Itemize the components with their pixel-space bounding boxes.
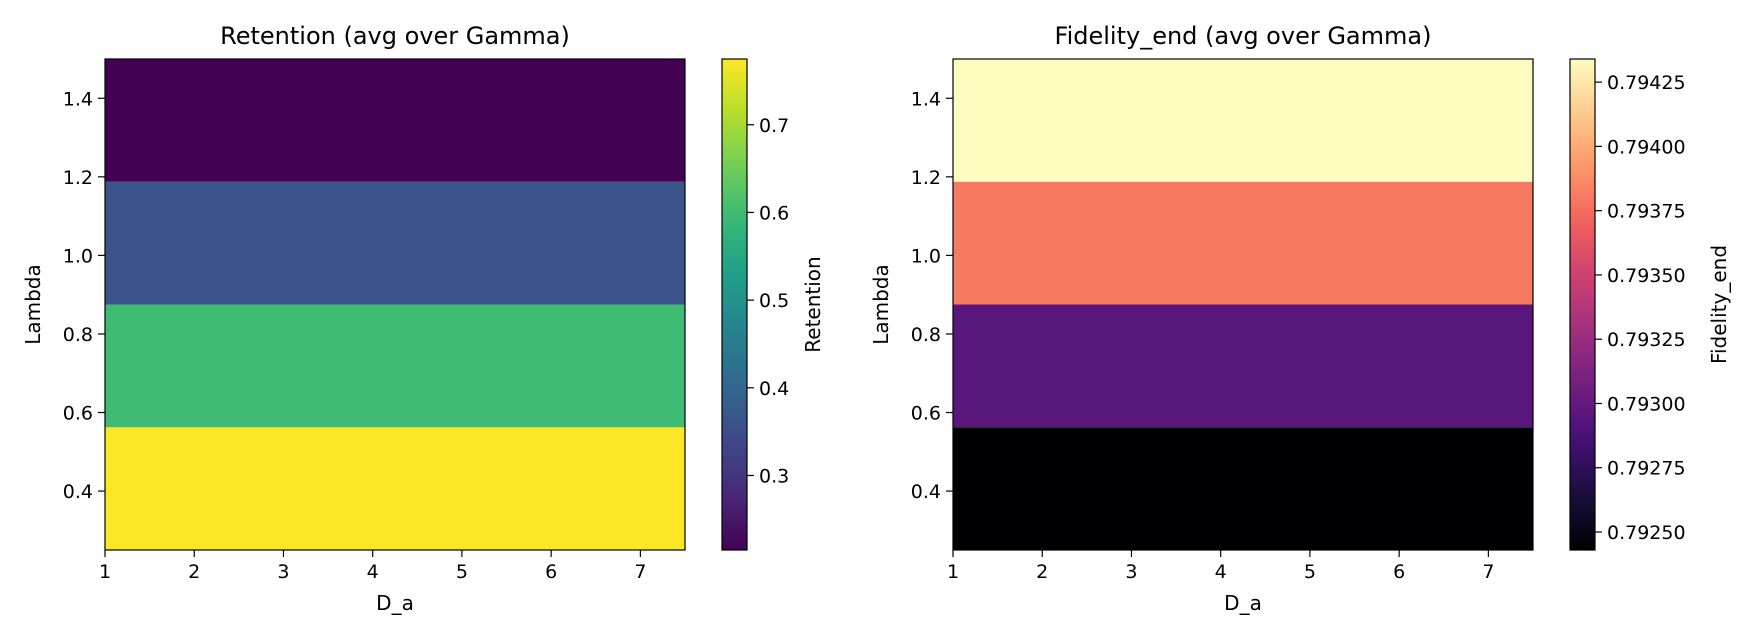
chart-title: Retention (avg over Gamma) [220, 22, 570, 50]
heatmap-band [105, 59, 685, 182]
y-tick-label: 1.0 [911, 245, 941, 267]
y-tick-label: 1.2 [63, 167, 93, 189]
colorbar-tick-label: 0.79250 [1607, 522, 1686, 544]
heatmap-band [953, 427, 1533, 550]
heatmap-band [105, 427, 685, 550]
y-tick-label: 1.4 [911, 88, 941, 110]
colorbar-tick-label: 0.5 [759, 290, 789, 312]
y-tick-label: 0.6 [63, 403, 93, 425]
x-tick-label: 7 [634, 561, 646, 583]
x-tick-label: 3 [1125, 561, 1137, 583]
axes-frame [952, 58, 1534, 551]
y-tick-label: 0.4 [911, 481, 941, 503]
x-tick-label: 6 [545, 561, 557, 583]
axes-frame [104, 58, 686, 551]
x-tick-label: 2 [1036, 561, 1048, 583]
chart-panel-2: Fidelity_end (avg over Gamma) 1 2 3 4 5 6 7 0.4 0… [869, 22, 1731, 615]
colorbar [721, 58, 748, 551]
x-tick-label: 4 [1215, 561, 1227, 583]
y-axis-label: Lambda [21, 264, 45, 345]
x-tick-label: 6 [1393, 561, 1405, 583]
x-axis-label: D_a [1224, 591, 1262, 615]
colorbar-tick-label: 0.79425 [1607, 72, 1686, 94]
x-tick-label: 1 [99, 561, 111, 583]
y-tick-label: 1.0 [63, 245, 93, 267]
colorbar-tick-label: 0.7 [759, 115, 789, 137]
colorbar-tick-label: 0.6 [759, 202, 789, 224]
heatmap-band [105, 181, 685, 305]
heatmap-band [105, 304, 685, 428]
x-tick-label: 5 [456, 561, 468, 583]
x-tick-label: 5 [1304, 561, 1316, 583]
heatmap-band [953, 304, 1533, 428]
colorbar-label: Retention [801, 256, 825, 352]
colorbar-tick-label: 0.79275 [1607, 458, 1686, 480]
chart-panel-1: Retention (avg over Gamma) 1 2 3 4 5 6 7 0.4 0.6 0… [21, 22, 825, 615]
heatmap-band [953, 59, 1533, 182]
y-tick-label: 0.6 [911, 403, 941, 425]
colorbar-tick-label: 0.3 [759, 465, 789, 487]
colorbar-tick-label: 0.79375 [1607, 201, 1686, 223]
x-tick-label: 4 [367, 561, 379, 583]
y-tick-label: 0.8 [911, 324, 941, 346]
colorbar-tick-label: 0.79350 [1607, 265, 1686, 287]
x-axis-label: D_a [376, 591, 414, 615]
x-tick-label: 3 [277, 561, 289, 583]
heatmap-band [953, 181, 1533, 305]
x-tick-label: 1 [947, 561, 959, 583]
y-tick-label: 0.4 [63, 481, 93, 503]
y-tick-label: 1.2 [911, 167, 941, 189]
x-tick-label: 2 [188, 561, 200, 583]
chart-title: Fidelity_end (avg over Gamma) [1055, 22, 1432, 50]
y-tick-label: 1.4 [63, 88, 93, 110]
x-tick-label: 7 [1482, 561, 1494, 583]
colorbar-tick-label: 0.79300 [1607, 393, 1686, 415]
colorbar-tick-label: 0.79400 [1607, 136, 1686, 158]
y-axis-label: Lambda [869, 264, 893, 345]
colorbar-tick-label: 0.79325 [1607, 329, 1686, 351]
y-tick-label: 0.8 [63, 324, 93, 346]
colorbar-tick-label: 0.4 [759, 378, 789, 400]
colorbar-label: Fidelity_end [1707, 245, 1731, 364]
colorbar [1569, 58, 1596, 551]
